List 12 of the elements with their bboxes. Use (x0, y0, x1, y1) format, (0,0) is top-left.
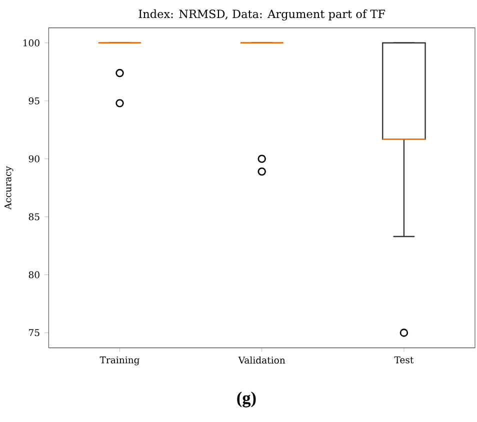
y-tick-label: 100 (23, 39, 40, 46)
text: (g) (237, 391, 256, 408)
y-axis-title: Accuracy (4, 166, 14, 210)
x-tick-label: Test (394, 356, 414, 364)
y-tick-label: 75 (29, 329, 40, 336)
x-tick-label: Training (100, 356, 140, 366)
y-tick-label: 95 (28, 97, 40, 104)
y-tick-label: 80 (28, 271, 40, 278)
y-tick-label: 90 (28, 155, 40, 162)
x-tick-label: Validation (238, 356, 286, 364)
chart-title: Index: NRMSD, Data: Argument part of TF (138, 9, 386, 20)
y-tick-label: 85 (28, 213, 40, 220)
